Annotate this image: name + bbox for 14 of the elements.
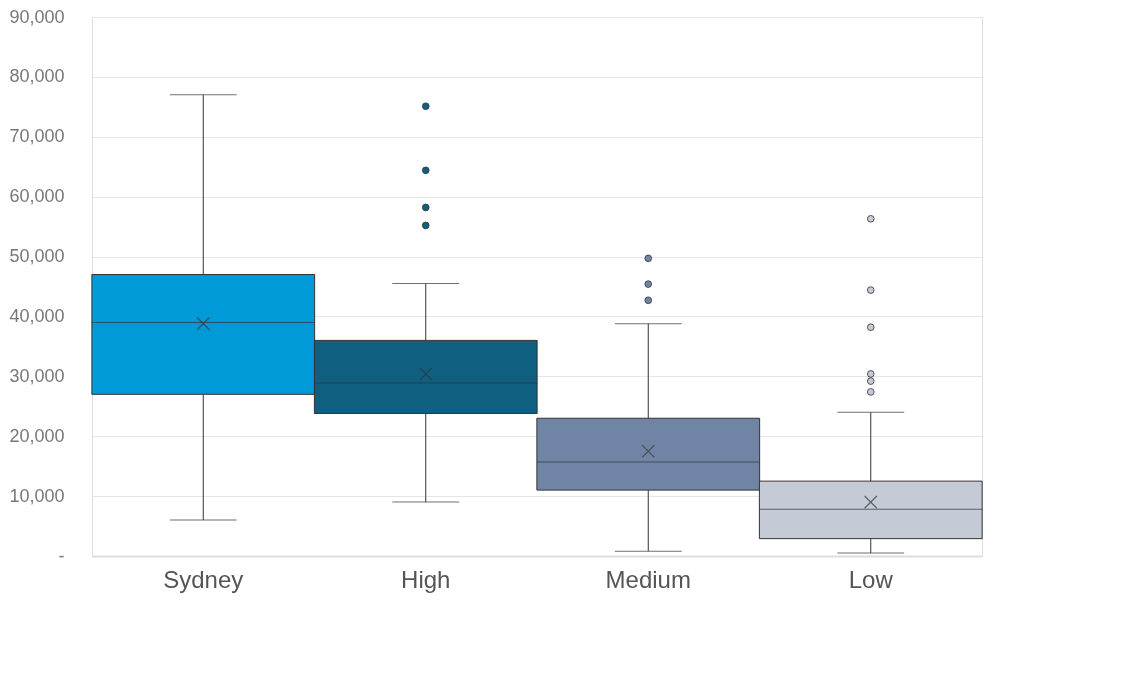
y-tick-label: 40,000 xyxy=(9,305,65,326)
y-tick-label: 20,000 xyxy=(9,425,65,446)
y-tick-label: 80,000 xyxy=(9,66,65,87)
x-tick-label: Medium xyxy=(605,565,691,593)
y-tick-label: 60,000 xyxy=(9,186,65,207)
x-tick-label: High xyxy=(401,565,451,593)
y-tick-label: - xyxy=(58,545,65,566)
y-tick-label: 70,000 xyxy=(9,126,65,147)
y-tick-label: 50,000 xyxy=(9,246,65,267)
x-tick-label: Sydney xyxy=(163,565,244,593)
x-tick-label: Low xyxy=(848,565,894,593)
y-tick-label: 30,000 xyxy=(9,365,65,386)
y-tick-label: 90,000 xyxy=(9,6,65,27)
y-tick-label: 10,000 xyxy=(9,485,65,506)
